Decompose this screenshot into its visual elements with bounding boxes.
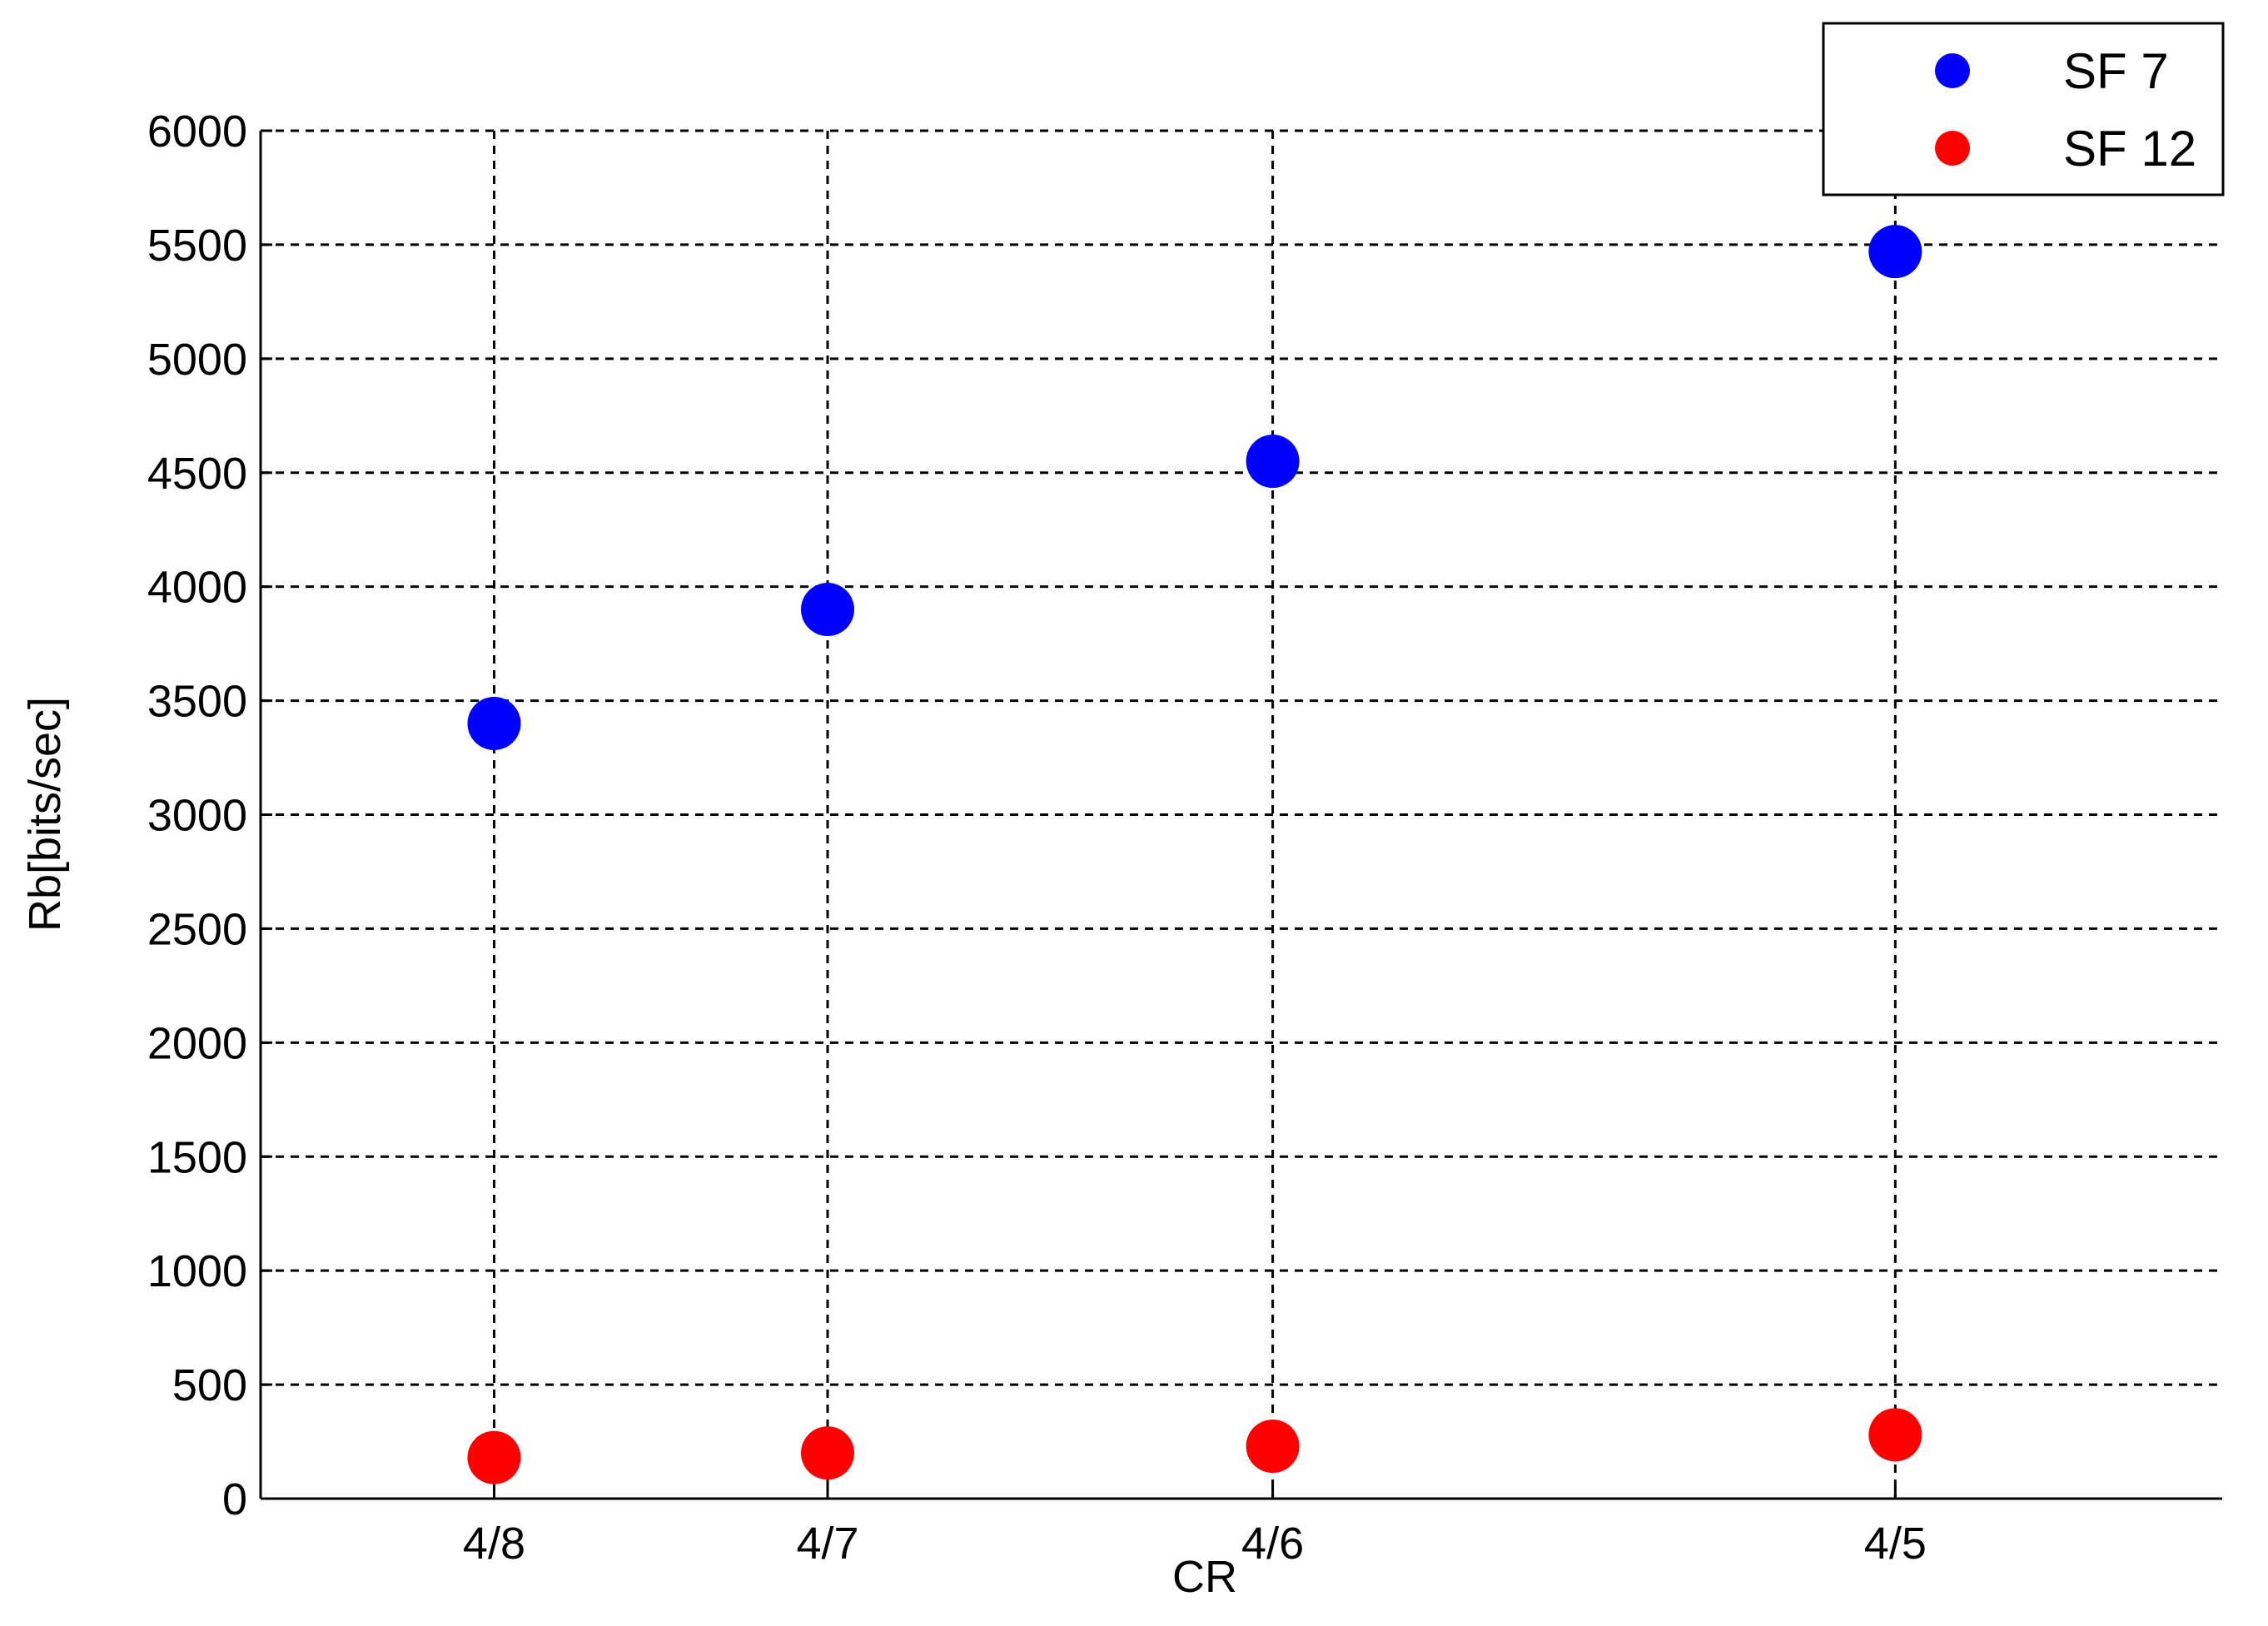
y-tick-label: 3500 — [147, 677, 247, 727]
y-tick-label: 4000 — [147, 563, 247, 613]
data-point — [1246, 1420, 1300, 1474]
y-tick-label: 6000 — [147, 107, 247, 157]
x-tick-labels: 4/8 4/7 4/6 4/5 — [463, 1519, 1927, 1569]
data-points — [467, 225, 1922, 1484]
data-point — [800, 1426, 854, 1480]
y-tick-label: 500 — [172, 1360, 247, 1410]
axes — [259, 129, 2222, 1500]
data-point — [467, 696, 521, 750]
x-tick-label: 4/8 — [463, 1519, 525, 1569]
legend-box — [1822, 22, 2225, 196]
data-point — [1246, 435, 1300, 489]
legend-label: SF 12 — [2063, 121, 2196, 177]
y-tick-labels: 0 500 1000 1500 2000 2500 3000 3500 4000 4500 5000… — [147, 107, 247, 1524]
legend-marker — [1935, 53, 1970, 88]
y-tick-label: 2000 — [147, 1018, 247, 1068]
y-tick-label: 1500 — [147, 1132, 247, 1182]
y-tick-label: 2500 — [147, 904, 247, 954]
legend-marker — [1935, 131, 1970, 166]
y-axis-label: Rb[bits/sec] — [20, 697, 70, 932]
data-point — [1868, 225, 1922, 279]
data-point — [1868, 1408, 1922, 1462]
y-tick-label: 1000 — [147, 1246, 247, 1296]
legend: SF 7 SF 12 — [1822, 22, 2225, 196]
y-tick-label: 3000 — [147, 791, 247, 841]
data-point — [467, 1430, 521, 1484]
y-tick-label: 5000 — [147, 335, 247, 385]
x-axis-label: CR — [1172, 1552, 1237, 1602]
grid-lines — [261, 129, 2222, 1499]
y-tick-label: 4500 — [147, 449, 247, 499]
x-tick-label: 4/7 — [796, 1519, 858, 1569]
x-tick-label: 4/5 — [1864, 1519, 1927, 1569]
y-tick-label: 0 — [222, 1474, 247, 1524]
legend-label: SF 7 — [2063, 43, 2169, 99]
y-tick-label: 5500 — [147, 221, 247, 271]
x-tick-label: 4/6 — [1241, 1519, 1304, 1569]
data-point — [800, 583, 854, 637]
